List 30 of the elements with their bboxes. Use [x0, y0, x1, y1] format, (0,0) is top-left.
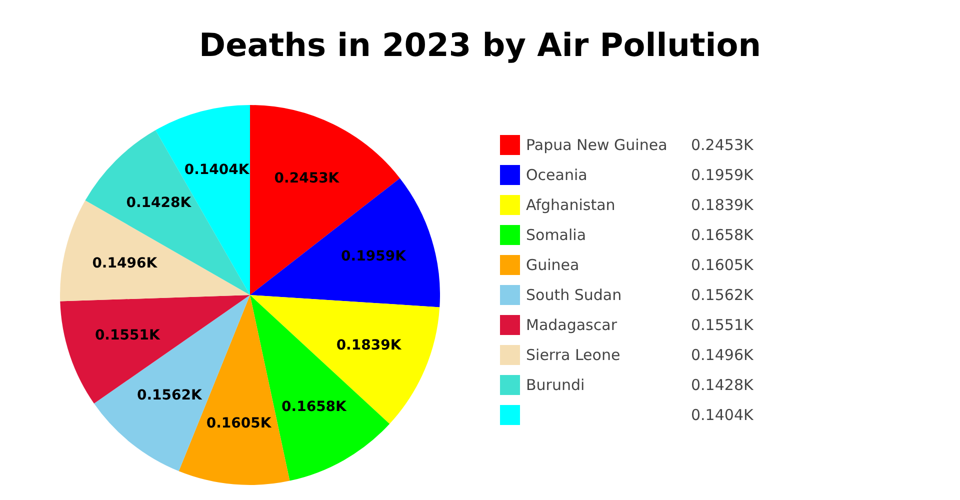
legend-label: Guinea	[526, 256, 580, 274]
legend-label: Madagascar	[526, 316, 618, 334]
data-label: 0.1404K	[184, 162, 250, 178]
data-label: 0.1496K	[92, 255, 158, 272]
chart-title: Deaths in 2023 by Air Pollution	[198, 26, 762, 64]
text: 0.1404K	[691, 406, 754, 424]
data-label: 0.1658K	[282, 398, 348, 415]
data-label: 0.2453K	[274, 170, 340, 187]
text: 0.1562K	[691, 286, 754, 304]
legend-label: Sierra Leone	[526, 346, 622, 364]
legend-label: Somalia	[526, 226, 588, 244]
data-label: 0.1959K	[341, 248, 408, 265]
data-label: 0.1551K	[94, 327, 161, 344]
text: 0.1839K	[691, 196, 754, 214]
text: 0.1658K	[691, 226, 754, 244]
text: 0.1959K	[691, 166, 754, 184]
legend-label: Papua New Guinea	[526, 136, 668, 154]
text: 0.1605K	[691, 256, 754, 274]
legend-label: Afghanistan	[526, 196, 616, 214]
text: 0.2453K	[691, 136, 754, 154]
text: 0.1551K	[691, 316, 754, 334]
data-label: 0.1562K	[136, 388, 203, 404]
text: 0.1496K	[691, 346, 754, 364]
legend-label: Oceania	[526, 166, 588, 184]
legend-label: South Sudan	[526, 286, 623, 304]
text: 0.1428K	[691, 376, 754, 394]
data-label: 0.1428K	[126, 195, 192, 212]
legend-label: Burundi	[526, 376, 586, 394]
data-label: 0.1605K	[206, 415, 272, 432]
data-label: 0.1839K	[336, 338, 402, 354]
